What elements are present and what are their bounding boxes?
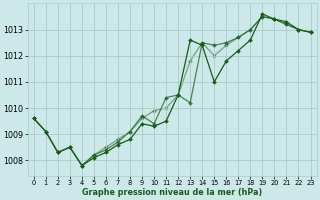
X-axis label: Graphe pression niveau de la mer (hPa): Graphe pression niveau de la mer (hPa) bbox=[82, 188, 262, 197]
